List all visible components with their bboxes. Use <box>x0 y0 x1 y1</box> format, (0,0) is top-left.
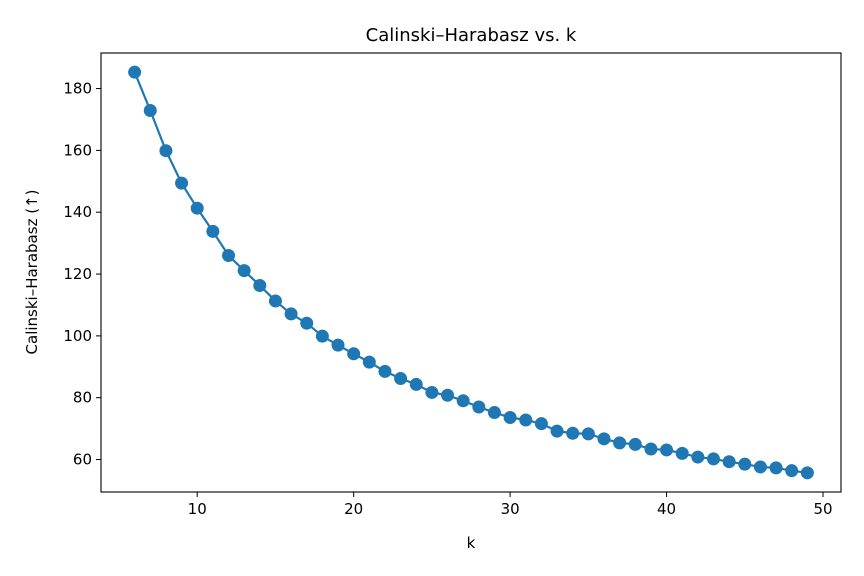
data-point <box>581 427 595 441</box>
data-point <box>722 455 736 469</box>
data-point <box>206 224 220 238</box>
data-point <box>222 248 236 262</box>
data-point <box>347 347 361 361</box>
y-tick-label: 80 <box>73 389 92 407</box>
data-point <box>769 461 783 475</box>
y-tick-label: 60 <box>73 451 92 469</box>
chart-title: Calinski–Harabasz vs. k <box>366 25 577 46</box>
y-axis-ticks: 60 80 100 120 140 160 180 <box>63 80 101 469</box>
data-point <box>300 316 314 330</box>
data-point <box>800 466 814 480</box>
y-tick-label: 180 <box>63 80 92 98</box>
data-point <box>378 364 392 378</box>
data-point <box>785 464 799 478</box>
y-tick-label: 120 <box>63 265 92 283</box>
data-point <box>190 201 204 215</box>
data-point <box>660 443 674 457</box>
data-point <box>175 176 189 190</box>
data-point <box>143 104 157 118</box>
data-point <box>472 400 486 414</box>
y-axis-label: Calinski–Harabasz (↑) <box>23 190 41 355</box>
x-axis-ticks: 10 20 30 40 50 <box>188 492 833 518</box>
data-point <box>409 377 423 391</box>
data-point <box>675 446 689 460</box>
data-point <box>503 410 517 424</box>
data-point <box>237 264 251 278</box>
plot-frame <box>100 52 842 493</box>
data-point <box>425 385 439 399</box>
plot-area <box>128 65 814 480</box>
data-point <box>644 442 658 456</box>
data-point <box>706 452 720 466</box>
data-point <box>284 307 298 321</box>
data-point <box>456 394 470 408</box>
data-point <box>394 372 408 386</box>
data-point <box>753 460 767 474</box>
data-point <box>566 426 580 440</box>
data-point <box>128 65 142 79</box>
x-axis-label: k <box>467 534 476 552</box>
data-point <box>315 329 329 343</box>
x-tick-label: 10 <box>188 500 207 518</box>
y-tick-label: 160 <box>63 141 92 159</box>
data-point <box>362 355 376 369</box>
data-point <box>534 417 548 431</box>
data-point <box>738 457 752 471</box>
data-point <box>550 424 564 438</box>
x-tick-label: 40 <box>657 500 676 518</box>
data-point <box>519 413 533 427</box>
data-point <box>691 450 705 464</box>
x-tick-label: 50 <box>813 500 832 518</box>
y-tick-label: 140 <box>63 203 92 221</box>
data-point <box>613 436 627 450</box>
data-point <box>159 144 173 158</box>
x-tick-label: 20 <box>344 500 363 518</box>
y-tick-label: 100 <box>63 327 92 345</box>
data-point <box>487 406 501 420</box>
data-point <box>441 388 455 402</box>
data-point <box>597 432 611 446</box>
data-point <box>331 338 345 352</box>
data-point <box>268 294 282 308</box>
data-point <box>253 278 267 292</box>
x-tick-label: 30 <box>501 500 520 518</box>
data-point <box>628 437 642 451</box>
